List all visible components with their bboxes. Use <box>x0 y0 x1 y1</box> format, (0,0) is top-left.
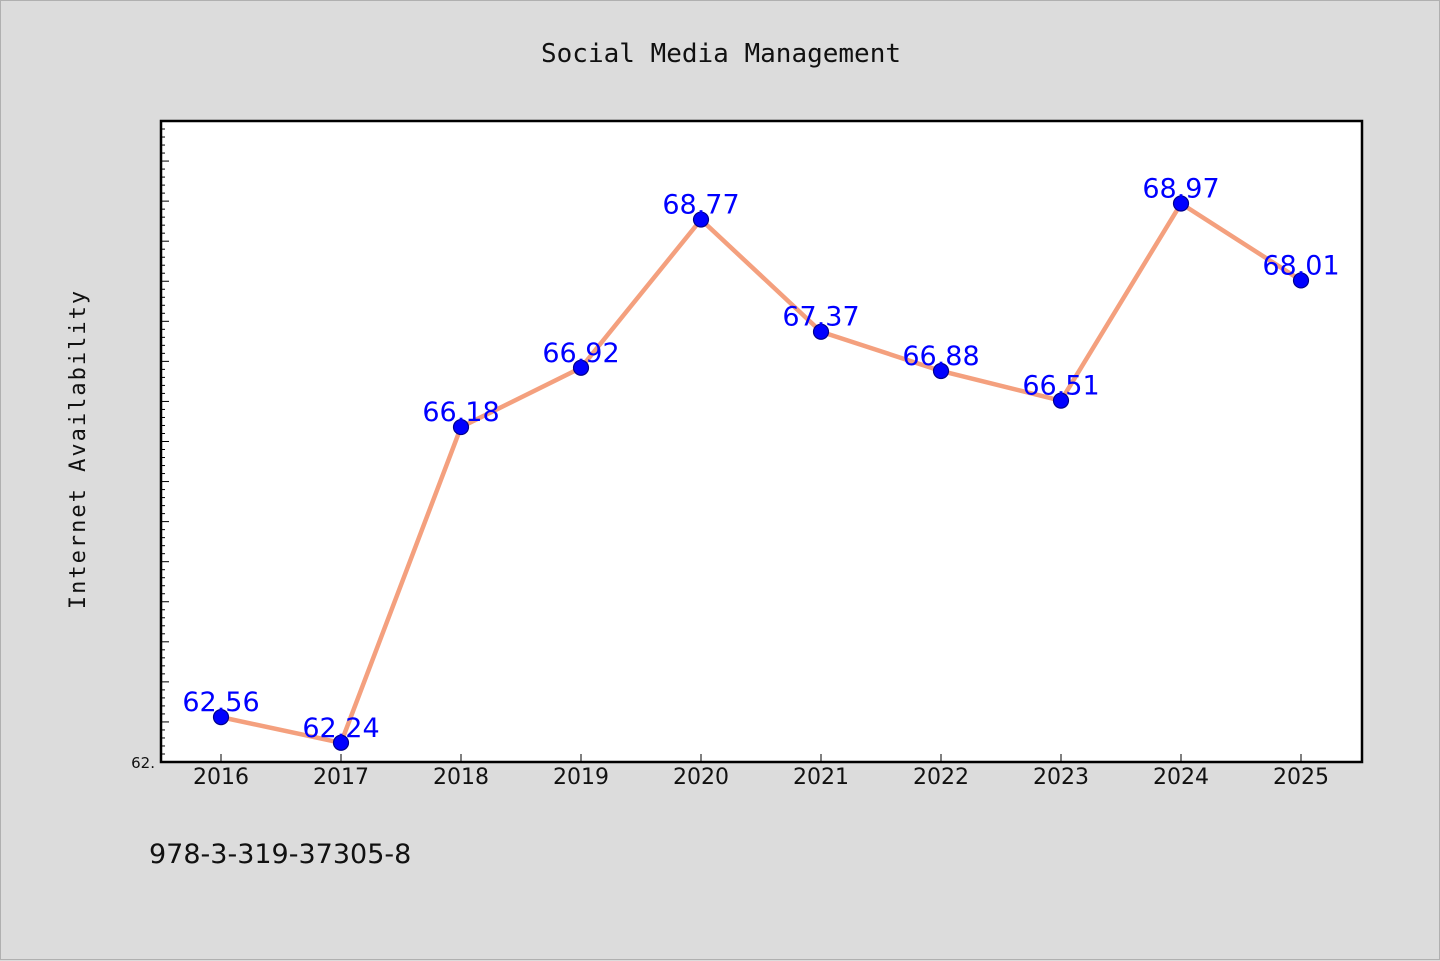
data-label: 68.77 <box>662 190 739 221</box>
x-tick-label: 2022 <box>913 765 969 790</box>
data-label: 66.51 <box>1022 371 1099 402</box>
y-axis-label: Internet Availability <box>66 289 91 609</box>
x-tick-label: 2025 <box>1273 765 1329 790</box>
data-label: 66.92 <box>542 338 619 369</box>
data-point <box>932 362 950 380</box>
data-label: 62.56 <box>182 687 259 718</box>
data-point <box>452 418 470 436</box>
x-tick-label: 2018 <box>433 765 489 790</box>
x-tick-label: 2020 <box>673 765 729 790</box>
data-label: 62.24 <box>302 713 379 744</box>
x-tick-label: 2016 <box>193 765 249 790</box>
x-tick-label: 2021 <box>793 765 849 790</box>
data-label: 68.97 <box>1142 174 1219 205</box>
data-point <box>572 359 590 376</box>
data-point <box>332 734 350 751</box>
data-point <box>1052 392 1070 409</box>
plot-area <box>161 121 1362 762</box>
x-tick-label: 2023 <box>1033 765 1089 790</box>
plot-frame <box>159 119 1364 764</box>
data-label: 66.88 <box>902 341 979 372</box>
series-line <box>218 201 1304 746</box>
isbn-footer: 978-3-319-37305-8 <box>149 839 411 870</box>
data-label: 66.18 <box>422 397 499 428</box>
x-tick-label: 2024 <box>1153 765 1209 790</box>
x-tick-label: 2019 <box>553 765 609 790</box>
series-group <box>212 195 1310 751</box>
data-label: 67.37 <box>782 302 859 333</box>
y-tick-label: 62. <box>131 754 155 772</box>
data-point <box>812 323 830 340</box>
data-point <box>212 709 230 726</box>
data-point <box>1172 195 1190 212</box>
data-label: 68.01 <box>1262 250 1339 281</box>
chart-title: Social Media Management <box>541 39 901 69</box>
data-labels-group: 62.56 62.24 66.18 66.92 68.77 67.37 66.88 66.51… <box>182 174 1339 744</box>
x-tick-label: 2017 <box>313 765 369 790</box>
x-ticks: 2016 2017 2018 2019 2020 2021 2022 2023 2024 2025 <box>193 754 1329 790</box>
data-point <box>692 211 710 228</box>
data-point <box>1292 272 1310 289</box>
